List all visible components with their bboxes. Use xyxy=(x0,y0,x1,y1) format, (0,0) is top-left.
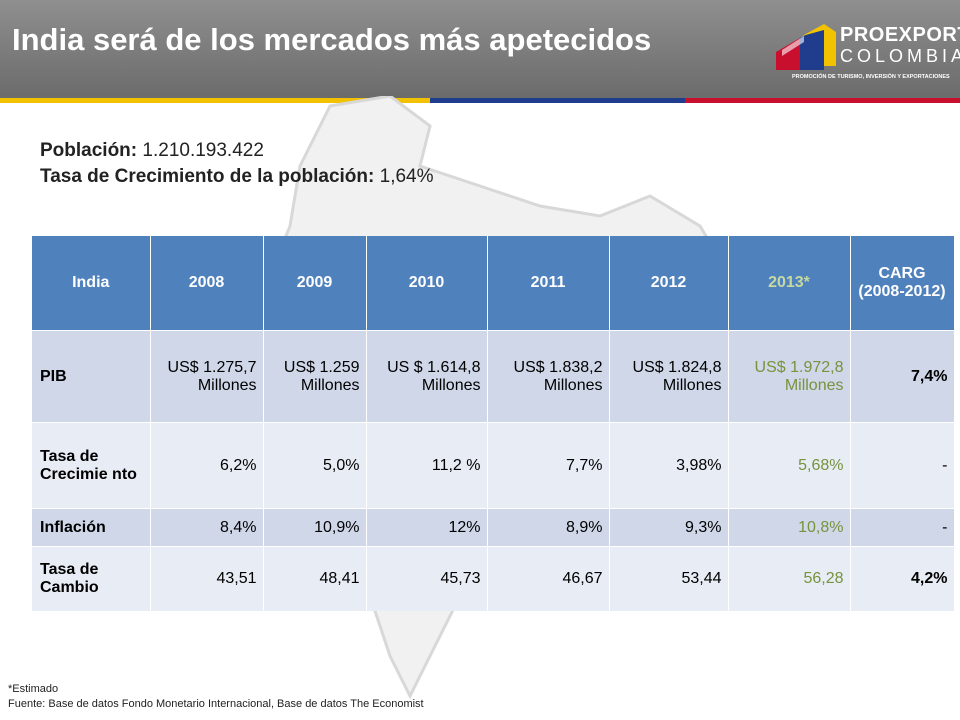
table-cell: US $ 1.614,8 Millones xyxy=(366,330,488,423)
growth-line: Tasa de Crecimiento de la población: 1,6… xyxy=(40,166,434,188)
table-cell: 4,2% xyxy=(850,546,955,611)
table-cell: 7,4% xyxy=(850,330,955,423)
table-cell: 56,28 xyxy=(728,546,851,611)
table-cell: US$ 1.824,8 Millones xyxy=(609,330,729,423)
table-cell: 6,2% xyxy=(150,422,264,509)
footnote-source: Fuente: Base de datos Fondo Monetario In… xyxy=(8,698,424,710)
table-cell: US$ 1.259 Millones xyxy=(263,330,367,423)
table-cell: 11,2 % xyxy=(366,422,488,509)
table-cell: 7,7% xyxy=(487,422,610,509)
table-cell: 46,67 xyxy=(487,546,610,611)
table-cell: - xyxy=(850,508,955,547)
table-cell: 5,68% xyxy=(728,422,851,509)
table-cell: 10,9% xyxy=(263,508,367,547)
logo-word-colombia: COLOMBIA xyxy=(840,46,960,66)
table-cell: 9,3% xyxy=(609,508,729,547)
table-cell: 12% xyxy=(366,508,488,547)
stripe-blue xyxy=(430,98,685,103)
table-row-inflation: Inflación 8,4% 10,9% 12% 8,9% 9,3% 10,8%… xyxy=(32,508,955,547)
row-label: Tasa de Cambio xyxy=(32,546,151,611)
population-line: Población: 1.210.193.422 xyxy=(40,140,264,162)
footnote-estimate: *Estimado xyxy=(8,683,59,695)
header-cell-2011: 2011 xyxy=(487,236,610,331)
table-cell: 8,9% xyxy=(487,508,610,547)
logo-tagline: PROMOCIÓN DE TURISMO, INVERSIÓN Y EXPORT… xyxy=(792,74,950,80)
stripe-red xyxy=(685,98,960,103)
growth-value: 1,64% xyxy=(379,166,434,187)
proexport-logo: PROEXPORT COLOMBIA PROMOCIÓN DE TURISMO,… xyxy=(772,16,960,86)
table-header-row: India 2008 2009 2010 2011 2012 2013* CAR… xyxy=(32,236,955,331)
header-bar: India será de los mercados más apetecido… xyxy=(0,0,960,98)
indicators-table: India 2008 2009 2010 2011 2012 2013* CAR… xyxy=(32,236,955,611)
population-label: Población: xyxy=(40,140,138,161)
table-cell: 3,98% xyxy=(609,422,729,509)
table-cell: 43,51 xyxy=(150,546,264,611)
header-cell-carg: CARG (2008-2012) xyxy=(850,236,955,331)
table-cell: - xyxy=(850,422,955,509)
table-cell: 5,0% xyxy=(263,422,367,509)
proexport-logo-icon xyxy=(776,24,836,70)
population-value: 1.210.193.422 xyxy=(142,140,264,161)
header-cell-2012: 2012 xyxy=(609,236,729,331)
header-cell-2010: 2010 xyxy=(366,236,488,331)
table-row-pib: PIB US$ 1.275,7 Millones US$ 1.259 Millo… xyxy=(32,330,955,423)
header-cell-2009: 2009 xyxy=(263,236,367,331)
header-cell-india: India xyxy=(32,236,151,331)
table-row-exchange: Tasa de Cambio 43,51 48,41 45,73 46,67 5… xyxy=(32,546,955,611)
table-cell: US$ 1.838,2 Millones xyxy=(487,330,610,423)
row-label: PIB xyxy=(32,330,151,423)
table-cell: 10,8% xyxy=(728,508,851,547)
table-cell: 8,4% xyxy=(150,508,264,547)
header-cell-2013: 2013* xyxy=(728,236,851,331)
table-cell: 48,41 xyxy=(263,546,367,611)
table-cell: US$ 1.972,8 Millones xyxy=(728,330,851,423)
table-row-growth: Tasa de Crecimie nto 6,2% 5,0% 11,2 % 7,… xyxy=(32,422,955,509)
table-cell: 53,44 xyxy=(609,546,729,611)
table-cell: 45,73 xyxy=(366,546,488,611)
growth-label: Tasa de Crecimiento de la población: xyxy=(40,166,375,187)
stripe-yellow xyxy=(0,98,430,103)
slide-title: India será de los mercados más apetecido… xyxy=(12,22,652,57)
table-cell: US$ 1.275,7 Millones xyxy=(150,330,264,423)
header-cell-2008: 2008 xyxy=(150,236,264,331)
row-label: Tasa de Crecimie nto xyxy=(32,422,151,509)
row-label: Inflación xyxy=(32,508,151,547)
logo-word-proexport: PROEXPORT xyxy=(840,24,960,46)
